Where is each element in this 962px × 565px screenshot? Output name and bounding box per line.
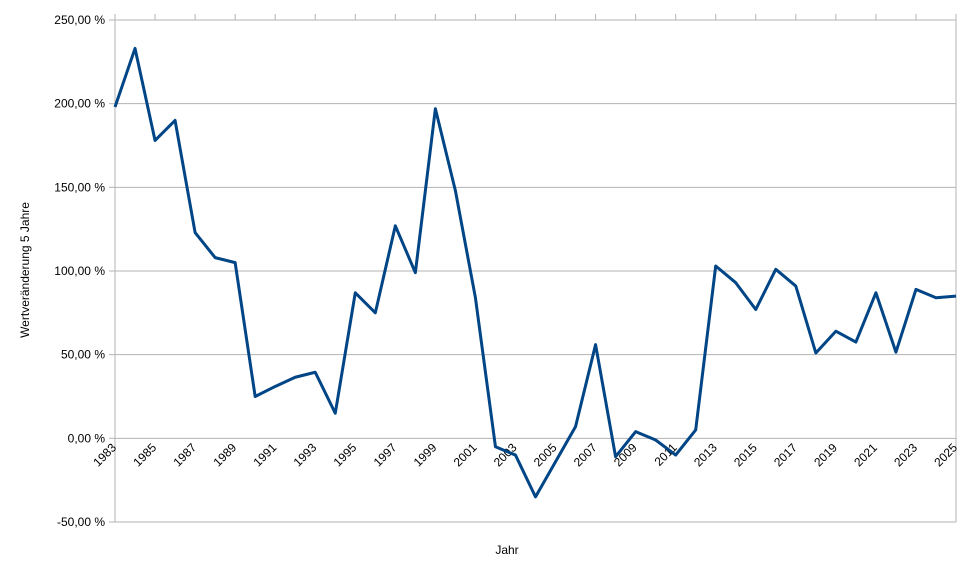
x-tick-label: 2001	[451, 440, 480, 469]
y-tick-label: 250,00 %	[54, 13, 105, 27]
x-tick-label: 1999	[411, 440, 440, 469]
x-tick-label: 2005	[531, 440, 560, 469]
x-tick-label: 2007	[571, 440, 600, 469]
y-tick-label: 150,00 %	[54, 180, 105, 194]
x-tick-label: 2013	[691, 440, 720, 469]
x-tick-label: 1995	[331, 440, 360, 469]
x-tick-label: 2017	[771, 440, 800, 469]
x-tick-label: 2023	[891, 440, 920, 469]
x-tick-label: 1987	[170, 440, 199, 469]
y-tick-label: -50,00 %	[57, 515, 105, 529]
x-tick-label: 1993	[291, 440, 320, 469]
x-axis-title: Jahr	[495, 543, 518, 557]
x-tick-label: 2015	[731, 440, 760, 469]
y-axis-title: Wertveränderung 5 Jahre	[18, 202, 32, 338]
data-line	[113, 46, 957, 499]
x-tick-label: 1989	[210, 440, 239, 469]
y-tick-label: 50,00 %	[61, 348, 105, 362]
x-tick-label: 1997	[371, 440, 400, 469]
x-tick-label: 1985	[130, 440, 159, 469]
y-tick-label: 0,00 %	[68, 431, 106, 445]
x-tick-label: 1991	[251, 440, 280, 469]
x-tick-label: 2019	[811, 440, 840, 469]
y-tick-label: 100,00 %	[54, 264, 105, 278]
x-tick-label: 2021	[851, 440, 880, 469]
y-tick-label: 200,00 %	[54, 97, 105, 111]
